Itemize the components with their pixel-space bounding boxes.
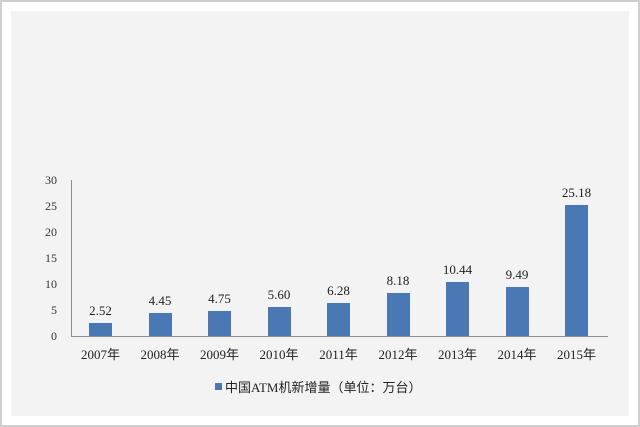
y-axis-line [71, 180, 72, 337]
bar [386, 293, 410, 336]
legend: 中国ATM机新增量（单位：万台） [215, 378, 422, 395]
x-tick-label: 2007年 [80, 347, 120, 362]
x-tick-label: 2015年 [556, 347, 596, 362]
bar [565, 205, 588, 336]
bar-value-label: 6.28 [327, 283, 350, 299]
legend-swatch-icon [215, 382, 222, 390]
bar [89, 322, 112, 336]
bar-value-label: 5.60 [267, 286, 291, 302]
bar-value-label: 10.44 [442, 261, 473, 277]
x-tick-label: 2010年 [259, 347, 299, 362]
bar-value-label: 4.75 [208, 291, 231, 307]
bar [505, 286, 529, 336]
chart-panel [11, 11, 629, 416]
bar [446, 281, 469, 336]
bar [267, 306, 291, 336]
x-tick-label: 2013年 [437, 347, 477, 362]
y-tick-label: 25 [45, 199, 57, 213]
y-tick-label: 10 [45, 277, 57, 291]
bar-value-label: 25.18 [561, 185, 592, 201]
x-tick-label: 2009年 [199, 347, 239, 362]
y-tick-label: 0 [51, 329, 57, 343]
x-tick-label: 2014年 [497, 347, 537, 362]
y-tick-label: 15 [45, 251, 57, 265]
bar-value-label: 9.49 [505, 266, 529, 282]
x-tick-label: 2008年 [140, 347, 180, 362]
bar [327, 303, 350, 336]
bar [148, 312, 172, 336]
legend-label: 中国ATM机新增量（单位：万台） [225, 379, 422, 395]
x-tick-label: 2012年 [378, 347, 418, 362]
y-tick-label: 30 [45, 173, 57, 187]
bar-value-label: 2.52 [89, 302, 112, 318]
x-tick-label: 2011年 [319, 347, 358, 362]
y-tick-label: 5 [51, 303, 57, 317]
x-axis-line [71, 336, 608, 337]
bar-value-label: 8.18 [386, 273, 410, 289]
y-tick-label: 20 [45, 225, 57, 239]
bar-value-label: 4.45 [148, 292, 172, 308]
bar [208, 311, 231, 336]
